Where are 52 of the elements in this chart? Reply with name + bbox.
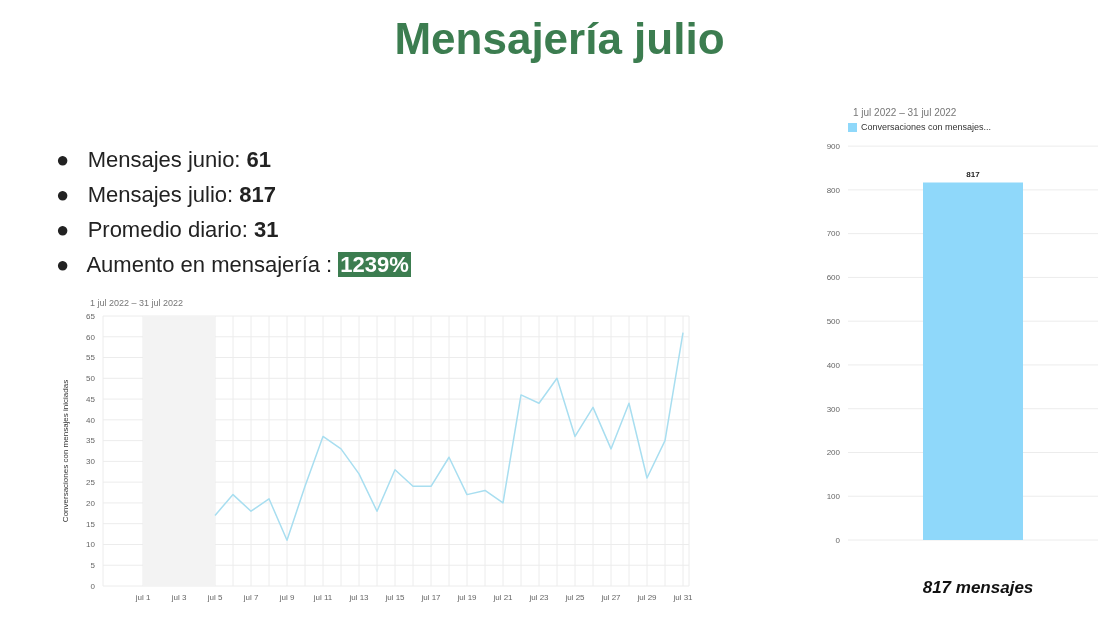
x-tick-label: jul 23 (528, 592, 550, 602)
x-tick-label: jul 17 (420, 592, 442, 602)
y-tick-label: 45 (86, 394, 96, 404)
x-tick-label: jul 29 (636, 592, 658, 602)
text: ● Promedio diario: 31 (56, 216, 280, 244)
text: ● Mensajes junio: 61 (56, 146, 273, 174)
y-tick-label: 25 (86, 477, 96, 487)
x-tick-label: jul 25 (564, 592, 586, 602)
y-tick-label: 500 (826, 317, 841, 327)
chart-subtitle: 1 jul 2022 – 31 jul 2022 (853, 107, 957, 118)
x-tick-label: jul 1 (134, 592, 151, 602)
y-tick-label: 900 (826, 141, 841, 151)
y-tick-label: 50 (86, 374, 96, 384)
y-tick-label: 800 (826, 185, 841, 195)
y-tick-label: 0 (90, 581, 96, 591)
y-tick-label: 10 (86, 540, 96, 550)
x-tick-label: jul 27 (600, 592, 622, 602)
y-tick-label: 30 (86, 457, 96, 467)
x-tick-label: jul 13 (348, 592, 370, 602)
y-tick-label: 700 (826, 229, 841, 239)
text: 817 mensajes (921, 578, 1035, 598)
x-tick-label: jul 7 (242, 592, 259, 602)
line-series (214, 331, 684, 542)
y-tick-label: 60 (86, 332, 96, 342)
chart-subtitle: 1 jul 2022 – 31 jul 2022 (90, 298, 184, 308)
x-tick-label: jul 9 (278, 592, 295, 602)
data-label: 817 (966, 170, 981, 180)
y-tick-label: 40 (86, 415, 96, 425)
y-axis-title: Conversaciones con mensajes iniciadas (60, 379, 70, 523)
y-tick-label: 65 (86, 311, 96, 321)
x-tick-label: jul 3 (170, 592, 187, 602)
x-tick-label: jul 19 (456, 592, 478, 602)
text: ● Aumento en mensajería : 1239% (56, 251, 410, 279)
y-tick-label: 0 (835, 535, 841, 545)
y-tick-label: 600 (826, 273, 841, 283)
x-tick-label: jul 15 (384, 592, 406, 602)
y-tick-label: 55 (86, 353, 96, 363)
text: Mensajería julio (393, 14, 726, 64)
x-tick-label: jul 11 (312, 592, 333, 602)
y-tick-label: 400 (826, 360, 841, 370)
legend-label: Conversaciones con mensajes... (861, 122, 992, 132)
x-tick-label: jul 21 (492, 592, 514, 602)
y-tick-label: 5 (90, 561, 96, 571)
text: ● Mensajes julio: 817 (56, 181, 277, 209)
y-tick-label: 35 (86, 436, 96, 446)
y-tick-label: 300 (826, 404, 841, 414)
y-tick-label: 15 (86, 519, 96, 529)
x-tick-label: jul 31 (672, 592, 694, 602)
y-tick-label: 100 (826, 492, 841, 502)
y-tick-label: 20 (86, 498, 96, 508)
y-tick-label: 200 (826, 448, 841, 458)
x-tick-label: jul 5 (206, 592, 223, 602)
